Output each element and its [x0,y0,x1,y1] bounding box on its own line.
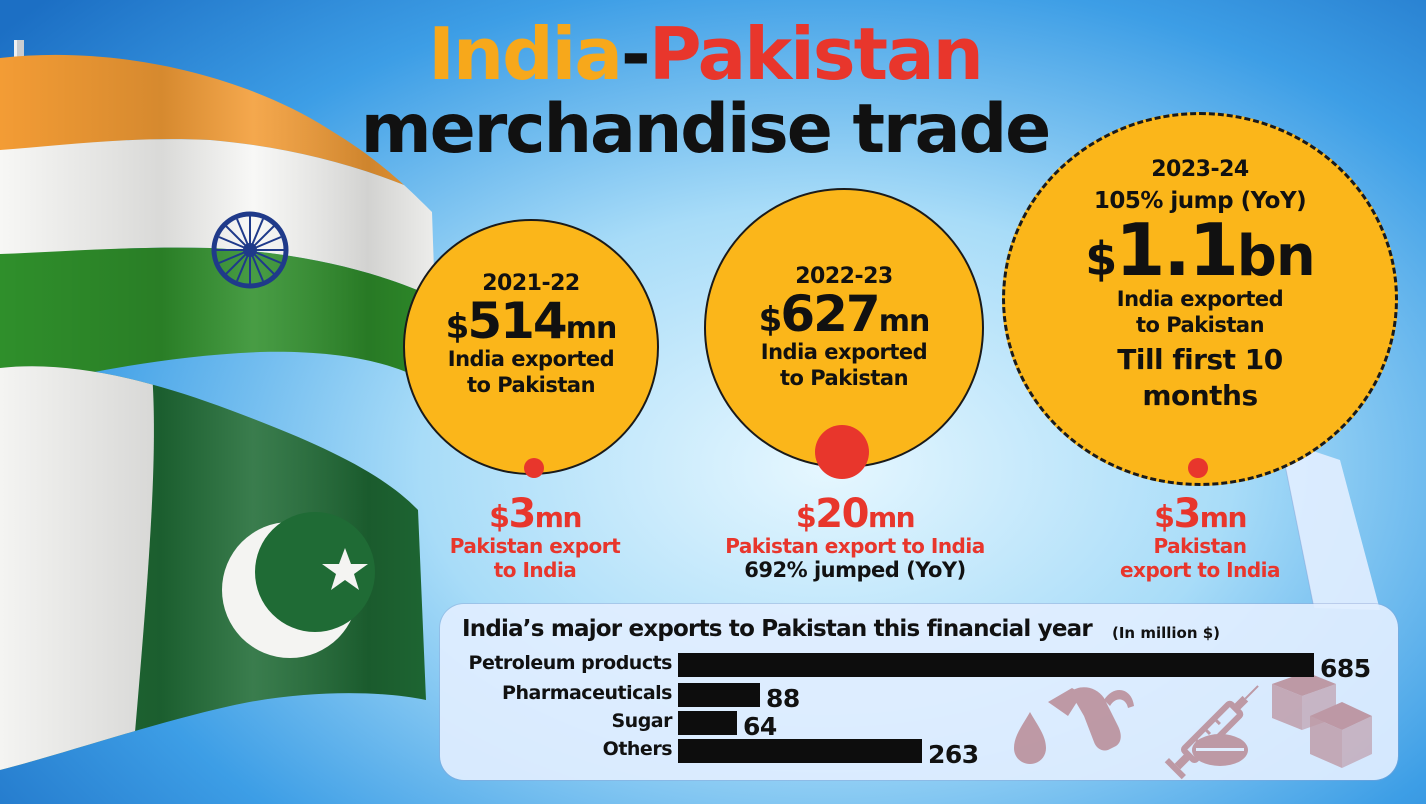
title-pakistan: Pakistan [648,12,984,96]
pakistan-export-dot [524,458,544,478]
india-export-circle-2021-22: 2021-22 $514mn India exported to Pakista… [403,219,659,475]
description-line-1: India exported [1116,287,1284,311]
bar-value-label: 685 [1320,654,1371,683]
pill-icon [1192,734,1248,766]
flags-illustration [0,40,438,770]
yoy-jump-note: 692% jumped (YoY) [744,558,966,582]
chart-units: (In million $) [1112,624,1221,642]
sugar-cubes-icon [1272,672,1372,768]
india-export-amount: $1.1bn [1085,208,1316,292]
bar [678,683,760,707]
bar [678,739,922,763]
bar-value-label: 263 [928,740,979,769]
bar-label: Others [602,738,673,760]
title-line-2: merchandise trade [360,90,1052,169]
yoy-jump-label: 105% jump (YoY) [1093,188,1307,214]
oil-drop-icon [1014,712,1046,764]
bar-value-label: 88 [766,684,800,713]
pakistan-export-2022-23: $20mn Pakistan export to India 692% jump… [700,494,1010,582]
fuel-nozzle-icon [1048,687,1134,751]
title-india: India [428,12,623,96]
description-line-1: India exported [447,347,615,371]
pakistan-export-amount: $20mn [795,491,916,537]
description-line-2: to Pakistan [779,366,909,391]
india-export-circle-2022-23: 2022-23 $627mn India exported to Pakista… [704,188,984,468]
pakistan-export-2021-22: $3mn Pakistan export to India [410,494,660,582]
title-dash: - [620,12,651,96]
description-line-2: export to India [1119,558,1281,582]
india-export-amount: $627mn [758,285,931,343]
pakistan-flag-icon [0,366,426,770]
period-note-line-1: Till first 10 [1117,342,1283,376]
chart-title: India’s major exports to Pakistan this f… [462,616,1093,642]
description-line-1: India exported [760,340,928,364]
bar [678,711,737,735]
pakistan-export-amount: $3mn [1154,491,1247,537]
bar-label: Sugar [611,710,672,732]
year-label: 2022-23 [795,264,893,289]
description-line-1: Pakistan export [449,534,621,558]
bar [678,653,1314,677]
year-label: 2023-24 [1151,157,1249,182]
description-line-2: to Pakistan [1135,313,1265,338]
title: India-Pakistan merchandise trade [360,18,1052,169]
bar-label: Petroleum products [468,652,673,674]
pakistan-export-2023-24: $3mn Pakistan export to India [1080,494,1320,582]
pakistan-export-dot [1188,458,1208,478]
major-exports-panel: India’s major exports to Pakistan this f… [440,604,1398,780]
pakistan-export-amount: $3mn [489,491,582,537]
bar-value-label: 64 [743,712,777,741]
period-note-line-2: months [1142,379,1258,413]
pakistan-export-dot [815,425,869,479]
description-line-1: Pakistan export to India [725,534,985,558]
description-line-1: Pakistan [1153,534,1247,558]
description-line-2: to Pakistan [466,373,596,398]
bar-label: Pharmaceuticals [502,682,672,704]
export-icons [1014,672,1372,780]
year-label: 2021-22 [482,271,580,296]
description-line-2: to India [493,558,577,582]
india-export-circle-2023-24: 2023-24 105% jump (YoY) $1.1bn India exp… [1002,112,1398,486]
india-export-amount: $514mn [445,292,618,350]
title-line-1: India-Pakistan [360,18,1050,90]
bubble-pointer [1279,440,1380,610]
